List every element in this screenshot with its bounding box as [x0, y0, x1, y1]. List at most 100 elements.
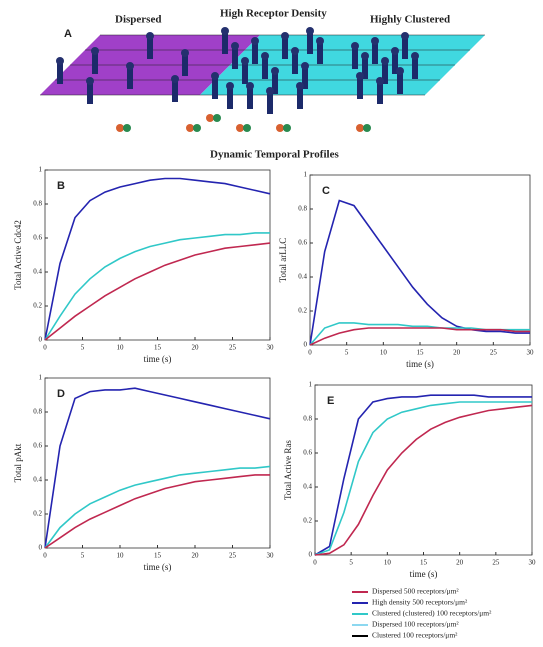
- adaptor: [283, 124, 291, 132]
- receptor-head: [261, 52, 269, 60]
- adaptor: [236, 124, 244, 132]
- receptor-head: [91, 47, 99, 55]
- receptor: [87, 82, 93, 104]
- panel-label: B: [57, 180, 65, 192]
- data-line: [44, 474, 270, 549]
- receptor: [267, 92, 273, 114]
- receptor-head: [271, 67, 279, 75]
- adaptor: [116, 124, 124, 132]
- receptor-head: [301, 62, 309, 70]
- data-line: [309, 199, 530, 346]
- x-tick-label: 30: [267, 552, 275, 560]
- x-axis-label: time (s): [144, 562, 172, 572]
- receptor-head: [171, 75, 179, 83]
- data-line: [314, 394, 532, 556]
- receptor: [232, 47, 238, 69]
- receptor: [272, 72, 278, 94]
- receptor-head: [126, 62, 134, 70]
- receptor-head: [226, 82, 234, 90]
- receptor: [382, 62, 388, 84]
- y-tick-label: 0.6: [33, 442, 42, 450]
- receptor-head: [316, 37, 324, 45]
- x-tick-label: 25: [492, 559, 500, 567]
- receptor-head: [221, 27, 229, 35]
- x-tick-label: 10: [384, 559, 392, 567]
- data-line: [44, 387, 271, 549]
- receptor-head: [251, 37, 259, 45]
- x-tick-label: 20: [453, 349, 461, 357]
- plot-frame: [44, 377, 271, 549]
- y-tick-label: 0.2: [298, 307, 307, 315]
- legend-label: Clustered 100 receptors/μm²: [372, 631, 458, 640]
- receptor: [397, 72, 403, 94]
- receptor: [362, 57, 368, 79]
- receptor: [412, 57, 418, 79]
- x-tick-label: 10: [380, 349, 388, 357]
- receptor-head: [241, 57, 249, 65]
- adaptor: [193, 124, 201, 132]
- x-tick-label: 15: [417, 349, 425, 357]
- legend-label: Dispersed 500 receptors/μm²: [372, 587, 459, 596]
- receptor: [212, 77, 218, 99]
- receptor: [372, 42, 378, 64]
- receptor-head: [291, 47, 299, 55]
- x-axis-label: time (s): [406, 359, 434, 369]
- diagram-title: High Receptor Density: [220, 8, 327, 20]
- adaptor: [243, 124, 251, 132]
- y-tick-label: 0.8: [298, 205, 307, 213]
- x-tick-label: 0: [43, 552, 47, 560]
- receptor-head: [86, 77, 94, 85]
- receptor-head: [381, 57, 389, 65]
- diagram: A Dispersed High Receptor Density Highly…: [40, 8, 485, 161]
- legend-label: Dispersed 100 receptors/μm²: [372, 620, 459, 629]
- x-tick-label: 30: [267, 344, 275, 352]
- y-axis-label: Total pAkt: [13, 443, 23, 482]
- y-tick-label: 0: [309, 551, 313, 559]
- x-tick-label: 30: [529, 559, 537, 567]
- receptor-head: [401, 32, 409, 40]
- x-tick-label: 15: [420, 559, 428, 567]
- x-tick-label: 25: [490, 349, 498, 357]
- y-tick-label: 0.4: [33, 476, 42, 484]
- diagram-caption: Dynamic Temporal Profiles: [210, 149, 339, 161]
- adaptor: [206, 114, 214, 122]
- y-tick-label: 0.6: [33, 234, 42, 242]
- panel-label: C: [322, 185, 330, 197]
- panel-label: E: [327, 395, 334, 407]
- data-line: [44, 232, 270, 341]
- x-tick-label: 0: [43, 344, 47, 352]
- data-line: [314, 404, 533, 556]
- receptor-head: [351, 42, 359, 50]
- receptor-head: [281, 32, 289, 40]
- receptor: [172, 80, 178, 102]
- receptor: [392, 52, 398, 74]
- receptor: [292, 52, 298, 74]
- y-tick-label: 0.4: [303, 483, 312, 491]
- x-tick-label: 20: [192, 552, 200, 560]
- y-tick-label: 0.6: [303, 449, 312, 457]
- adaptor: [276, 124, 284, 132]
- receptor: [92, 52, 98, 74]
- y-tick-label: 1: [39, 374, 43, 382]
- x-tick-label: 5: [349, 559, 353, 567]
- receptor: [302, 67, 308, 89]
- receptor-head: [211, 72, 219, 80]
- y-tick-label: 1: [304, 171, 308, 179]
- data-line: [309, 327, 530, 346]
- receptor-head: [181, 49, 189, 57]
- receptor: [242, 62, 248, 84]
- x-tick-label: 20: [456, 559, 464, 567]
- legend-label: Clustered (clustered) 100 receptors/μm²: [372, 609, 492, 618]
- x-tick-label: 0: [308, 349, 312, 357]
- x-axis-label: time (s): [410, 569, 438, 579]
- y-tick-label: 0.4: [33, 268, 42, 276]
- receptor-head: [296, 82, 304, 90]
- data-line: [44, 177, 271, 341]
- adaptor: [356, 124, 364, 132]
- y-tick-label: 1: [309, 381, 313, 389]
- x-tick-label: 5: [345, 349, 349, 357]
- x-tick-label: 5: [81, 552, 85, 560]
- receptor: [57, 62, 63, 84]
- y-tick-label: 0.8: [303, 415, 312, 423]
